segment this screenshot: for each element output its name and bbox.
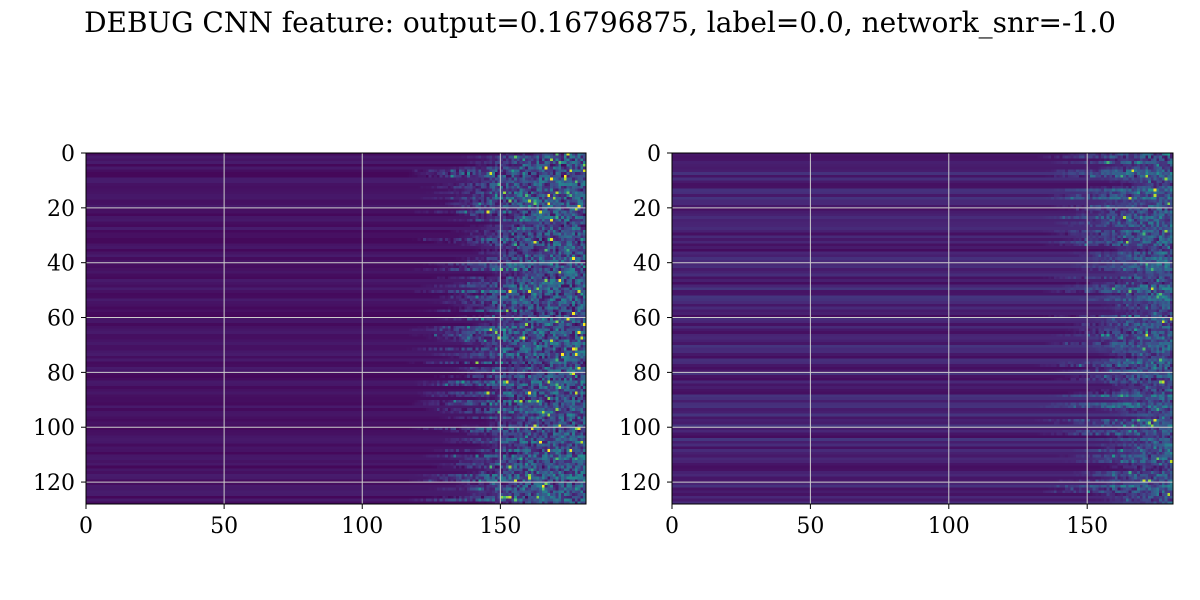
y-tick-label: 0 xyxy=(61,142,75,167)
y-tick-label: 120 xyxy=(619,471,661,496)
axes-frame xyxy=(85,152,587,505)
x-tick-label: 50 xyxy=(796,514,824,539)
heatmap-panel-right: 0 50 100 150 0 20 40 60 80 100 120 xyxy=(619,142,1174,539)
x-tick-label: 50 xyxy=(210,514,238,539)
heatmap-image xyxy=(672,153,1173,504)
y-tick-label: 0 xyxy=(647,142,661,167)
y-tick-label: 100 xyxy=(33,416,75,441)
y-tick-label: 20 xyxy=(47,197,75,222)
y-tick-label: 40 xyxy=(47,252,75,277)
x-tick-label: 150 xyxy=(1066,514,1108,539)
y-tick-label: 20 xyxy=(633,197,661,222)
y-tick-label: 40 xyxy=(633,252,661,277)
heatmap-image xyxy=(86,153,586,504)
y-tick-label: 120 xyxy=(33,471,75,496)
x-tick-label: 0 xyxy=(79,514,93,539)
y-tick-label: 100 xyxy=(619,416,661,441)
figure-title: DEBUG CNN feature: output=0.16796875, la… xyxy=(84,6,1116,39)
y-tick-label: 80 xyxy=(47,361,75,386)
heatmap-panel-left: 0 50 100 150 0 20 40 60 80 100 120 xyxy=(33,142,587,539)
x-tick-label: 100 xyxy=(928,514,970,539)
x-tick-label: 0 xyxy=(665,514,679,539)
y-tick-label: 60 xyxy=(47,307,75,332)
axes-frame xyxy=(671,152,1174,505)
y-tick-label: 60 xyxy=(633,307,661,332)
y-tick-label: 80 xyxy=(633,361,661,386)
x-tick-label: 150 xyxy=(479,514,521,539)
x-tick-label: 100 xyxy=(341,514,383,539)
